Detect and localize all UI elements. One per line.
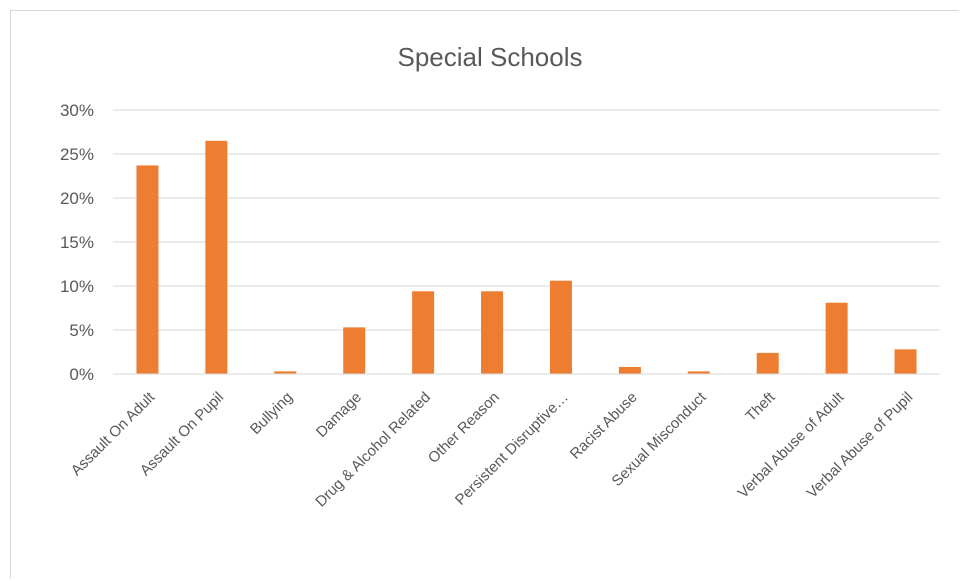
chart-frame [10, 10, 959, 579]
bar-verbal-abuse-of-pupil [894, 349, 917, 374]
category-label: Theft [742, 388, 779, 425]
y-tick-label: 5% [69, 321, 94, 340]
y-tick-label: 30% [60, 101, 94, 120]
category-label: Bullying [247, 389, 296, 438]
category-label: Other Reason [425, 389, 503, 467]
y-tick-label: 0% [69, 365, 94, 384]
y-tick-label: 10% [60, 277, 94, 296]
bar-assault-on-pupil [205, 140, 228, 374]
bar-verbal-abuse-of-adult [825, 302, 848, 374]
y-tick-label: 20% [60, 189, 94, 208]
bar-drug-alcohol-related [412, 291, 435, 374]
chart-title: Special Schools [398, 42, 583, 72]
bars [136, 140, 917, 374]
bar-theft [756, 352, 779, 374]
bar-damage [343, 327, 366, 374]
y-tick-label: 15% [60, 233, 94, 252]
category-label: Drug & Alcohol Related [312, 389, 434, 511]
category-label: Damage [313, 389, 365, 441]
bar-other-reason [481, 291, 504, 374]
category-label: Persistent Disruptive… [452, 389, 572, 509]
bar-sexual-misconduct [687, 371, 710, 374]
bar-persistent-disruptive [549, 280, 572, 374]
bar-racist-abuse [618, 366, 641, 374]
y-tick-label: 25% [60, 145, 94, 164]
gridlines [113, 109, 940, 331]
bar-bullying [274, 371, 297, 374]
bar-assault-on-adult [136, 165, 159, 374]
category-label: Racist Abuse [567, 389, 641, 463]
y-axis-ticks: 0% 5% 10% 15% 20% 25% 30% [60, 101, 94, 384]
